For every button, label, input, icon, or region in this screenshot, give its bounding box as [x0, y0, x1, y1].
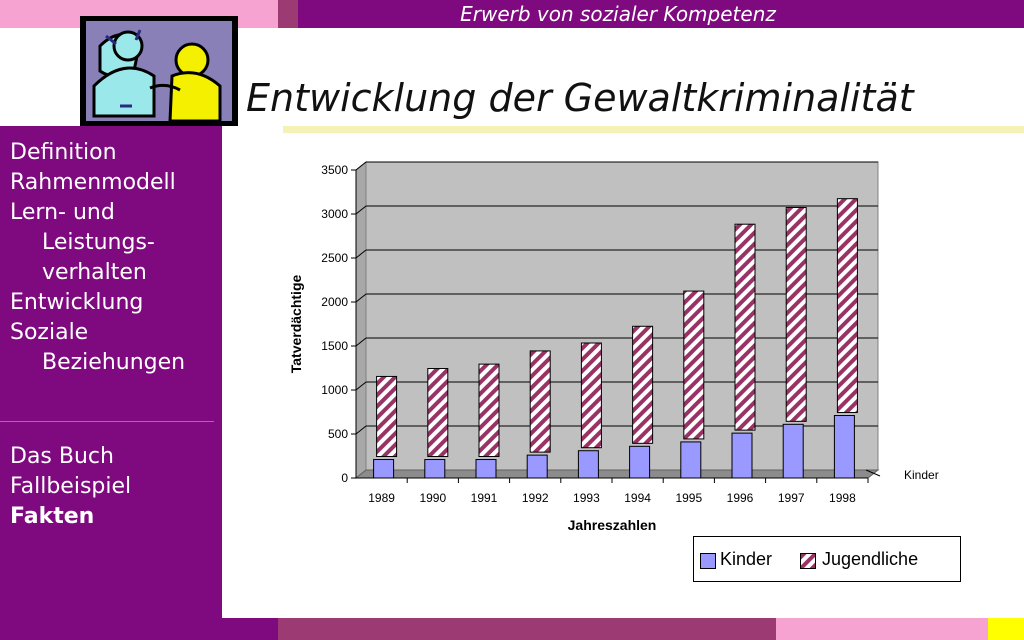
- bar-jugendliche: [632, 325, 654, 444]
- x-tick-label: 1989: [368, 491, 395, 505]
- sidebar-item-label-line: Soziale: [10, 320, 89, 345]
- chart-legend: Kinder Jugendliche: [693, 536, 961, 582]
- x-tick-label: 1991: [471, 491, 498, 505]
- bar-jugendliche: [785, 206, 807, 422]
- x-axis-label: Jahreszahlen: [568, 517, 657, 533]
- page-title: Entwicklung der Gewaltkriminalität: [246, 76, 914, 120]
- sidebar-nav-secondary: Das Buch Fallbeispiel Fakten: [10, 442, 131, 532]
- x-tick-label: 1996: [727, 491, 754, 505]
- legend-swatch-jugendliche: [800, 553, 816, 569]
- x-tick-label: 1995: [675, 491, 702, 505]
- sidebar-item-label-line: Beziehungen: [42, 350, 186, 375]
- depth-label-pointer: [865, 469, 881, 477]
- y-axis-label: Tatverdächtige: [288, 275, 304, 374]
- y-tick-label: 1000: [321, 383, 348, 397]
- sidebar-item-soziale-beziehungen[interactable]: Soziale Beziehungen: [10, 318, 185, 378]
- y-tick-label: 3000: [321, 207, 348, 221]
- y-tick-label: 500: [328, 427, 348, 441]
- sidebar-item-entwicklung[interactable]: Entwicklung: [10, 290, 144, 315]
- bar-jugendliche: [376, 375, 398, 458]
- x-tick-label: 1990: [419, 491, 446, 505]
- legend-label-kinder: Kinder: [720, 549, 773, 569]
- depth-series-label: Kinder: [904, 468, 939, 482]
- gridline-diagonal: [355, 293, 367, 303]
- x-tick-label: 1993: [573, 491, 600, 505]
- bar-jugendliche: [836, 198, 858, 414]
- y-tick-label: 1500: [321, 339, 348, 353]
- bar-kinder: [629, 445, 651, 479]
- sidebar-item-fakten[interactable]: Fakten: [10, 504, 95, 529]
- gridline-diagonal: [355, 161, 367, 171]
- y-tick-label: 3500: [321, 163, 348, 177]
- gridline-diagonal: [355, 337, 367, 347]
- bar-kinder: [731, 432, 753, 479]
- sidebar-item-label-line: verhalten: [42, 260, 147, 285]
- gridline-diagonal: [355, 425, 367, 435]
- bar-kinder: [475, 459, 497, 479]
- sidebar-item-rahmenmodell[interactable]: Rahmenmodell: [10, 170, 176, 195]
- x-tick-label: 1992: [522, 491, 549, 505]
- bar-kinder: [577, 450, 599, 479]
- title-underline: [283, 126, 1024, 133]
- sidebar-item-label-line: Lern- und: [10, 200, 115, 225]
- bar-kinder: [424, 459, 446, 479]
- presentation-title: Erwerb von sozialer Kompetenz: [460, 2, 776, 26]
- sidebar-item-fallbeispiel[interactable]: Fallbeispiel: [10, 474, 132, 499]
- sidebar-item-lern-leistungsverhalten[interactable]: Lern- und Leistungs- verhalten: [10, 198, 185, 288]
- bottom-bar-pink: [776, 618, 988, 640]
- gridline-diagonal: [355, 205, 367, 215]
- gridline-diagonal: [355, 249, 367, 259]
- bar-jugendliche: [683, 290, 705, 440]
- bar-kinder: [373, 459, 395, 479]
- y-tick-label: 2000: [321, 295, 348, 309]
- bar-kinder: [833, 415, 855, 479]
- bar-kinder: [526, 454, 548, 479]
- bar-jugendliche: [734, 223, 756, 431]
- bar-kinder: [782, 423, 804, 479]
- bar-jugendliche: [478, 363, 500, 458]
- y-tick-label: 2500: [321, 251, 348, 265]
- x-tick-label: 1998: [829, 491, 856, 505]
- bar-jugendliche: [529, 350, 551, 453]
- bar-kinder: [680, 441, 702, 479]
- legend-label-jugendliche: Jugendliche: [822, 549, 919, 569]
- sidebar-item-label-line: Leistungs-: [42, 230, 155, 255]
- bar-jugendliche: [580, 342, 602, 449]
- x-tick-label: 1997: [778, 491, 805, 505]
- top-bar-purple: [298, 0, 1024, 28]
- bottom-bar-purple: [0, 618, 278, 640]
- sidebar-item-definition[interactable]: Definition: [10, 140, 117, 165]
- legend-swatch-kinder: [700, 553, 716, 569]
- sidebar: [0, 126, 222, 618]
- sidebar-divider: [0, 421, 214, 422]
- sidebar-item-das-buch[interactable]: Das Buch: [10, 444, 114, 469]
- bottom-bar-yellow: [988, 618, 1024, 640]
- sidebar-nav: Definition Rahmenmodell Lern- und Leistu…: [10, 138, 185, 378]
- gridline-diagonal: [355, 381, 367, 391]
- handshake-clipart-icon: [80, 16, 238, 126]
- top-bar-mauve: [278, 0, 298, 28]
- x-tick-label: 1994: [624, 491, 651, 505]
- bar-jugendliche: [427, 368, 449, 458]
- bottom-bar-mauve: [278, 618, 776, 640]
- y-tick-label: 0: [341, 471, 348, 485]
